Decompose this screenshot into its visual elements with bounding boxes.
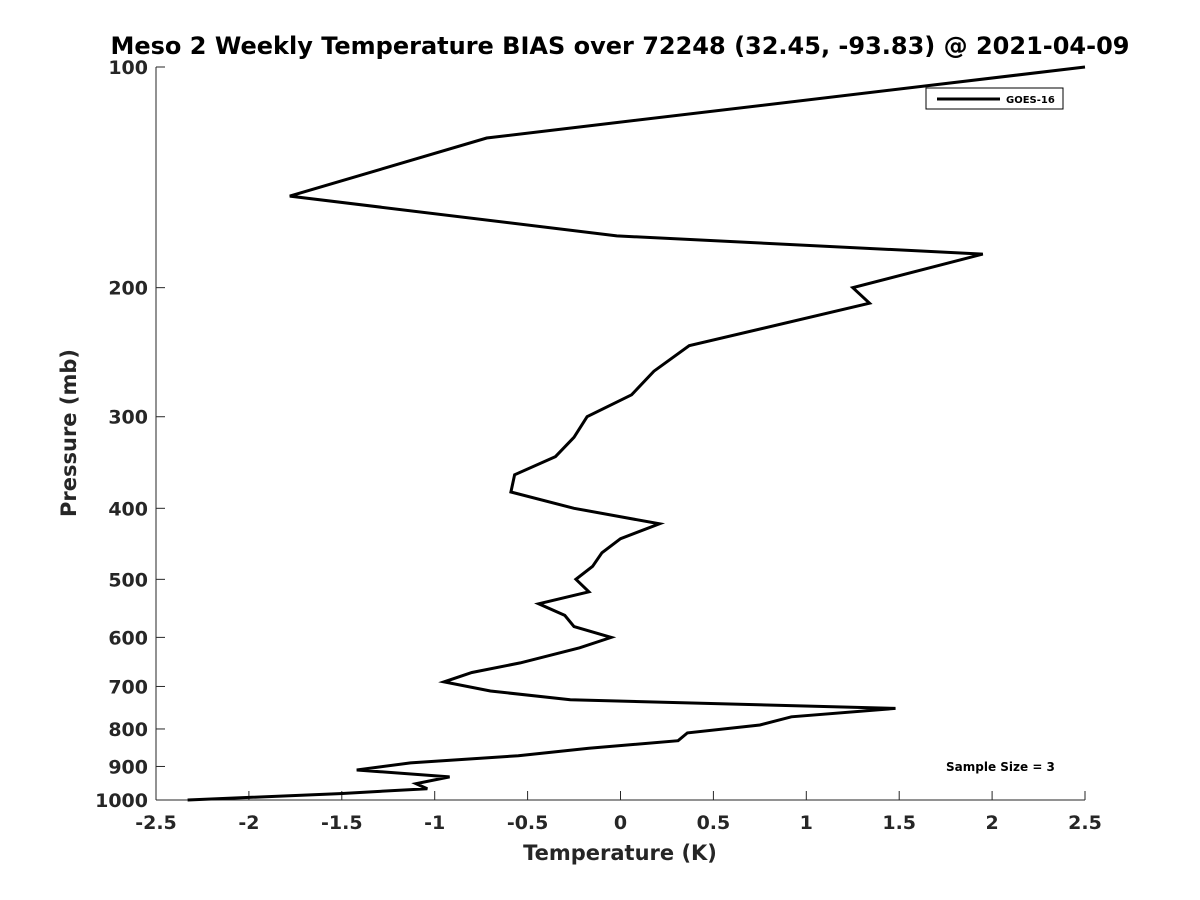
legend: GOES-16: [925, 87, 1064, 110]
x-tick-label: -0.5: [507, 812, 549, 834]
x-tick-label: 1: [800, 812, 813, 834]
x-tick-label: 2.5: [1068, 812, 1102, 834]
y-tick-label: 800: [108, 719, 148, 741]
sample-size-annotation: Sample Size = 3: [946, 760, 1055, 774]
y-tick-label: 900: [108, 756, 148, 778]
y-tick-label: 1000: [95, 790, 148, 812]
chart-title: Meso 2 Weekly Temperature BIAS over 7224…: [110, 32, 1129, 60]
x-tick-label: -2.5: [135, 812, 177, 834]
x-tick-label: -2: [238, 812, 259, 834]
y-tick-label: 600: [108, 627, 148, 649]
y-tick-label: 400: [108, 498, 148, 520]
x-tick-label: 0.5: [697, 812, 731, 834]
x-ticks: -2.5 -2 -1.5 -1 -0.5 0 0.5 1 1.5 2 2.5: [135, 791, 1102, 834]
series-layer: [187, 65, 1086, 802]
y-tick-label: 200: [108, 278, 148, 300]
x-tick-label: -1: [424, 812, 445, 834]
y-tick-label: 100: [108, 57, 148, 79]
y-ticks: 100 200 300 400 500 600 700 800 900 1000: [95, 57, 165, 812]
y-axis-label: Pressure (mb): [57, 349, 81, 517]
x-axis-label: Temperature (K): [523, 841, 717, 865]
series-line-goes-16: [187, 65, 1086, 802]
legend-entry-goes-16: GOES-16: [1006, 95, 1055, 106]
x-tick-label: -1.5: [321, 812, 363, 834]
x-tick-label: 0: [614, 812, 627, 834]
y-tick-label: 300: [108, 407, 148, 429]
y-tick-label: 500: [108, 569, 148, 591]
y-tick-label: 700: [108, 676, 148, 698]
x-tick-label: 2: [985, 812, 998, 834]
x-tick-label: 1.5: [882, 812, 916, 834]
